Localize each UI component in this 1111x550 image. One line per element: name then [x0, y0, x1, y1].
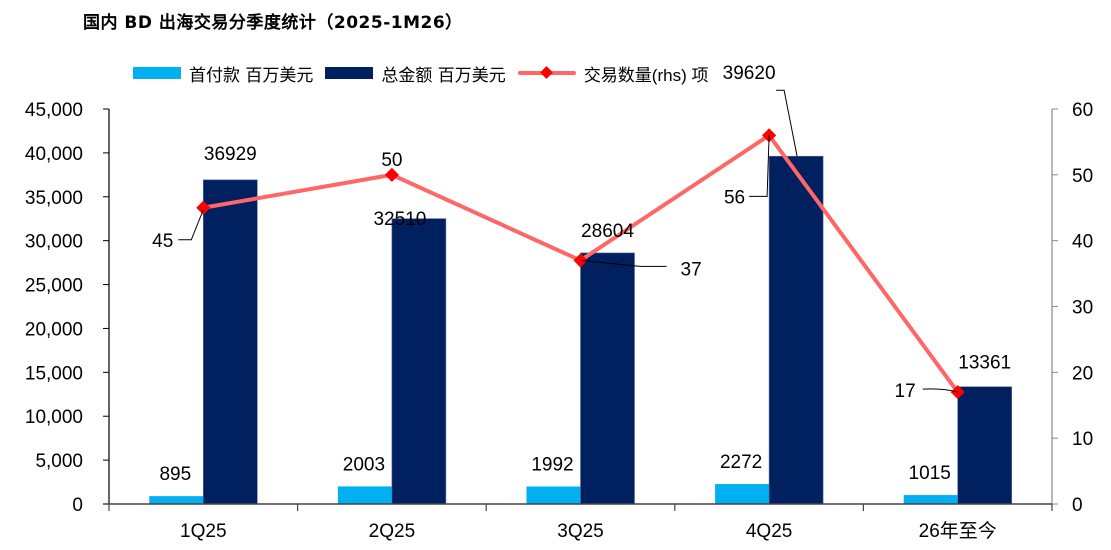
leader-line-deals [580, 259, 667, 267]
legend-swatch-total [325, 67, 374, 79]
leader-line-deals [922, 388, 958, 393]
leader-line-deals [178, 209, 204, 241]
data-label-total: 36929 [204, 144, 257, 165]
right-axis-tick-label: 30 [1072, 298, 1093, 319]
left-axis-tick-label: 25,000 [25, 276, 83, 297]
left-axis-tick-label: 5,000 [35, 451, 83, 472]
bar-upfront [715, 484, 770, 504]
data-label-deals: 56 [724, 187, 745, 208]
legend: 首付款 百万美元 总金额 百万美元 交易数量(rhs) 项 [133, 60, 720, 86]
bar-upfront [337, 486, 392, 504]
data-label-total: 28604 [581, 221, 634, 242]
data-label-upfront: 1015 [909, 463, 951, 484]
left-axis-tick-label: 35,000 [25, 188, 83, 209]
bar-total [957, 386, 1013, 505]
legend-item-upfront: 首付款 百万美元 [133, 61, 313, 86]
legend-label-upfront: 首付款 百万美元 [189, 65, 314, 86]
data-label-upfront: 895 [159, 464, 191, 485]
x-axis-tick-label: 26年至今 [919, 520, 997, 542]
left-axis-tick-label: 15,000 [25, 363, 83, 384]
bar-total [391, 218, 447, 505]
leader-line-total [776, 89, 798, 157]
bar-total [580, 252, 635, 505]
left-axis-tick-label: 30,000 [25, 232, 83, 253]
right-axis-tick-label: 0 [1072, 495, 1083, 516]
bar-total [768, 155, 824, 505]
left-axis-tick-label: 10,000 [25, 407, 83, 428]
legend-item-deals: 交易数量(rhs) 项 [517, 61, 709, 86]
chart-title: 国内 BD 出海交易分季度统计（2025-1M26） [83, 13, 463, 33]
right-axis-tick-label: 20 [1072, 363, 1093, 384]
legend-swatch-deals [517, 66, 576, 80]
bar-upfront [149, 496, 204, 504]
data-label-total: 13361 [958, 353, 1011, 374]
x-axis-tick-label: 3Q25 [557, 521, 603, 542]
right-axis-tick-label: 40 [1072, 232, 1093, 253]
marker-deals [196, 200, 211, 215]
marker-deals [384, 167, 399, 182]
data-label-deals: 37 [681, 259, 702, 280]
x-axis-tick-label: 4Q25 [746, 521, 792, 542]
leader-line-deals [749, 135, 770, 197]
data-label-deals: 50 [381, 150, 402, 171]
legend-label-deals: 交易数量(rhs) 项 [583, 65, 709, 85]
legend-label-total: 总金额 百万美元 [381, 65, 506, 86]
data-label-upfront: 1992 [531, 455, 573, 476]
data-label-upfront: 2003 [343, 454, 385, 475]
data-label-total: 39620 [723, 63, 776, 84]
data-label-deals: 45 [152, 231, 173, 252]
left-axis-tick-label: 0 [72, 495, 83, 516]
legend-item-total: 总金额 百万美元 [325, 61, 506, 86]
right-axis-tick-label: 10 [1072, 429, 1093, 450]
x-axis-tick-label: 1Q25 [180, 521, 226, 542]
data-label-total: 32510 [373, 209, 426, 230]
legend-swatch-upfront [133, 67, 181, 79]
right-axis-tick-label: 60 [1072, 100, 1093, 121]
right-axis-tick-label: 50 [1072, 166, 1093, 187]
left-axis-tick-label: 45,000 [25, 100, 83, 121]
data-label-upfront: 2272 [720, 452, 762, 473]
x-axis-tick-label: 2Q25 [369, 521, 415, 542]
bar-total [203, 179, 258, 505]
bar-upfront [903, 495, 958, 504]
left-axis-tick-label: 20,000 [25, 319, 83, 340]
left-axis-tick-label: 40,000 [25, 144, 83, 165]
bar-upfront [526, 486, 581, 504]
data-label-deals: 17 [895, 381, 916, 402]
